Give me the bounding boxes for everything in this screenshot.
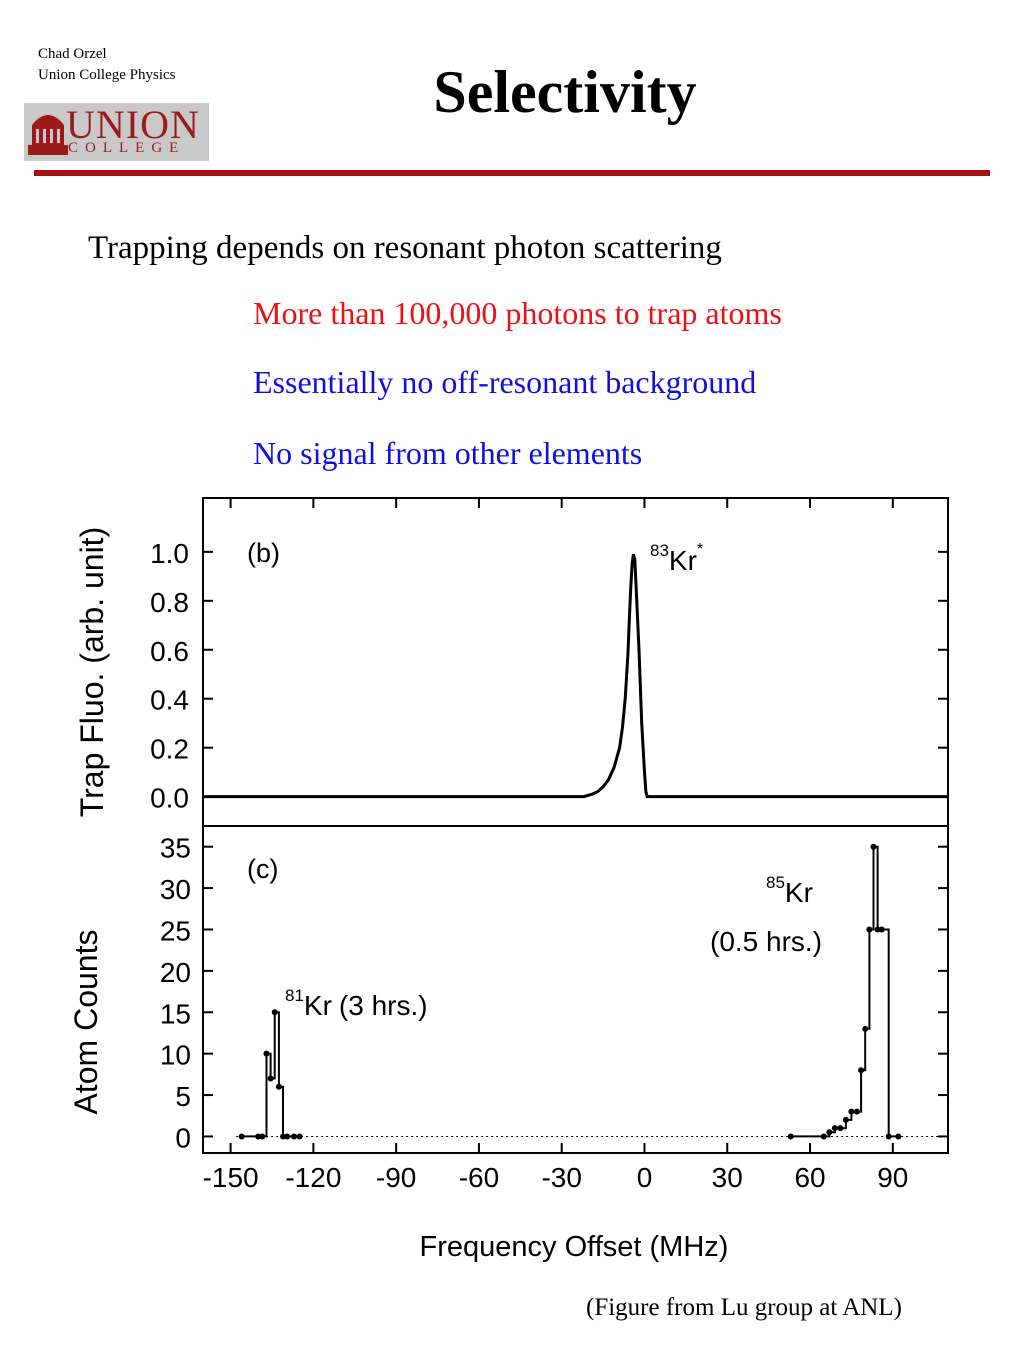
kr83-symbol: Kr — [669, 545, 697, 576]
panel-c-data-point — [878, 926, 885, 933]
panel-c-ytick-label: 30 — [160, 874, 191, 905]
panel-c-ylabel: Atom Counts — [68, 930, 104, 1115]
panel-c-ytick-label: 0 — [175, 1122, 191, 1153]
panel-c-data-point — [263, 1050, 270, 1057]
panel-c-data-point — [826, 1129, 833, 1136]
x-tick-label: -90 — [376, 1162, 416, 1193]
panel-c-data-point — [275, 1083, 282, 1090]
panel-b-ytick-label: 0.8 — [150, 587, 189, 618]
panel-b-ytick-label: 1.0 — [150, 538, 189, 569]
panel-c-label: (c) — [247, 854, 278, 884]
x-tick-label: 30 — [712, 1162, 743, 1193]
logo-sub-text: COLLEGE — [68, 140, 186, 156]
logo-main-text: UNION — [66, 102, 200, 147]
panel-c-data-point — [787, 1133, 794, 1140]
lead-text: Trapping depends on resonant photon scat… — [88, 230, 722, 266]
panel-c-ytick-label: 20 — [160, 957, 191, 988]
panel-c-series-step-1 — [241, 1011, 300, 1138]
union-college-logo: UNION COLLEGE — [24, 103, 209, 161]
panel-c-data-point — [831, 1125, 838, 1132]
panel-c-data-point — [866, 926, 873, 933]
panel-c-frame — [202, 825, 949, 1154]
x-tick-label: 0 — [637, 1162, 653, 1193]
kr83-mass: 83 — [650, 541, 669, 560]
panel-b-ytick-label: 0.2 — [150, 734, 189, 765]
kr81-symbol: Kr — [304, 990, 332, 1021]
kr81-duration: (3 hrs.) — [339, 990, 428, 1021]
panel-c-data-point — [853, 1108, 860, 1115]
panel-c-series-step-2 — [790, 845, 899, 1138]
bullet-photons: More than 100,000 photons to trap atoms — [253, 295, 782, 331]
panel-b-ytick-label: 0.4 — [150, 685, 189, 716]
panel-c-data-point — [848, 1108, 855, 1115]
x-tick-label: -30 — [541, 1162, 581, 1193]
bullet-other-elements: No signal from other elements — [253, 435, 643, 471]
panel-c-data-point — [874, 926, 881, 933]
x-tick-label: 90 — [877, 1162, 908, 1193]
panel-c-data-point — [885, 1133, 892, 1140]
panel-c-plot: 0 5 10 15 20 25 30 35 -150 -120 -90 -60 -30 0 30 60 90 — [160, 498, 948, 1193]
kr81-label: 81Kr (3 hrs.) — [285, 986, 428, 1021]
panel-c-data-point — [238, 1133, 245, 1140]
figure-credit: (Figure from Lu group at ANL) — [586, 1294, 902, 1321]
panel-b-series-line — [203, 553, 948, 799]
college-building-icon — [28, 115, 68, 155]
panel-c-data-point — [291, 1133, 298, 1140]
title-rule — [34, 170, 990, 176]
panel-b-plot: 0.0 0.2 0.4 0.6 0.8 1.0 — [150, 538, 948, 814]
x-tick-label: -60 — [459, 1162, 499, 1193]
x-axis-label: Frequency Offset (MHz) — [420, 1231, 729, 1263]
panel-c-data-point — [267, 1075, 274, 1082]
panel-b-frame — [202, 497, 949, 827]
bullet-background: Essentially no off-resonant background — [253, 364, 757, 400]
author-block: Chad Orzel Union College Physics — [38, 44, 176, 86]
panel-c-data-point — [255, 1133, 262, 1140]
panel-c-ytick-label: 10 — [160, 1040, 191, 1071]
kr83-label: 83Kr* — [650, 541, 703, 576]
kr85-duration: (0.5 hrs.) — [710, 926, 822, 957]
panel-c-data-point — [284, 1133, 291, 1140]
kr83-mark: * — [697, 541, 703, 558]
kr85-symbol: Kr — [785, 877, 813, 908]
panel-c-data-point — [862, 1025, 869, 1032]
x-tick-label: -150 — [203, 1162, 259, 1193]
kr85-label: 85Kr — [766, 873, 813, 908]
x-tick-label: -120 — [285, 1162, 341, 1193]
panel-c-data-point — [296, 1133, 303, 1140]
panel-c-data-point — [842, 1116, 849, 1123]
kr85-mass: 85 — [766, 873, 785, 892]
panel-b-ylabel: Trap Fluo. (arb. unit) — [74, 527, 110, 817]
panel-c-data-point — [259, 1133, 266, 1140]
author-name: Chad Orzel — [38, 46, 107, 62]
panel-b-ytick-label: 0.0 — [150, 783, 189, 814]
panel-b-label: (b) — [247, 538, 280, 568]
panel-c-data-point — [271, 1009, 278, 1016]
panel-c-data-point — [820, 1133, 827, 1140]
panel-c-data-point — [895, 1133, 902, 1140]
slide-title: Selectivity — [433, 59, 697, 125]
panel-c-ytick-label: 35 — [160, 833, 191, 864]
author-affiliation: Union College Physics — [38, 67, 176, 83]
panel-c-ytick-label: 5 — [175, 1081, 191, 1112]
panel-c-data-point — [837, 1125, 844, 1132]
panel-b-ytick-label: 0.6 — [150, 636, 189, 667]
panel-c-data-point — [870, 843, 877, 850]
kr81-mass: 81 — [285, 986, 304, 1005]
panel-c-ytick-label: 25 — [160, 915, 191, 946]
panel-c-data-point — [280, 1133, 287, 1140]
x-tick-label: 60 — [794, 1162, 825, 1193]
panel-c-ytick-label: 15 — [160, 998, 191, 1029]
panel-c-data-point — [858, 1067, 865, 1074]
